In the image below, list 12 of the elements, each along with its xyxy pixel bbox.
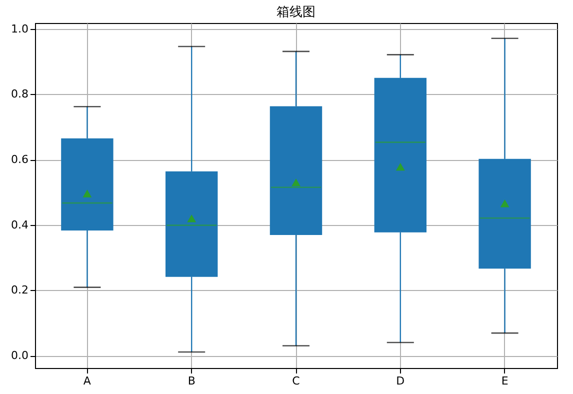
y-tick-label: 0.0 bbox=[11, 349, 28, 362]
y-tick-label: 0.8 bbox=[11, 88, 28, 101]
y-tick-label: 0.4 bbox=[11, 218, 28, 232]
y-tick-label: 0.2 bbox=[11, 284, 28, 297]
y-tick-label: 0.6 bbox=[11, 153, 28, 166]
x-tick-label: B bbox=[188, 374, 196, 388]
x-tick-label: E bbox=[501, 374, 508, 388]
x-tick-label: D bbox=[396, 374, 405, 388]
x-tick-label: A bbox=[83, 374, 92, 388]
chart-title: 箱线图 bbox=[276, 4, 316, 20]
y-tick-label: 1.0 bbox=[11, 22, 28, 36]
x-tick-label: C bbox=[292, 374, 300, 388]
